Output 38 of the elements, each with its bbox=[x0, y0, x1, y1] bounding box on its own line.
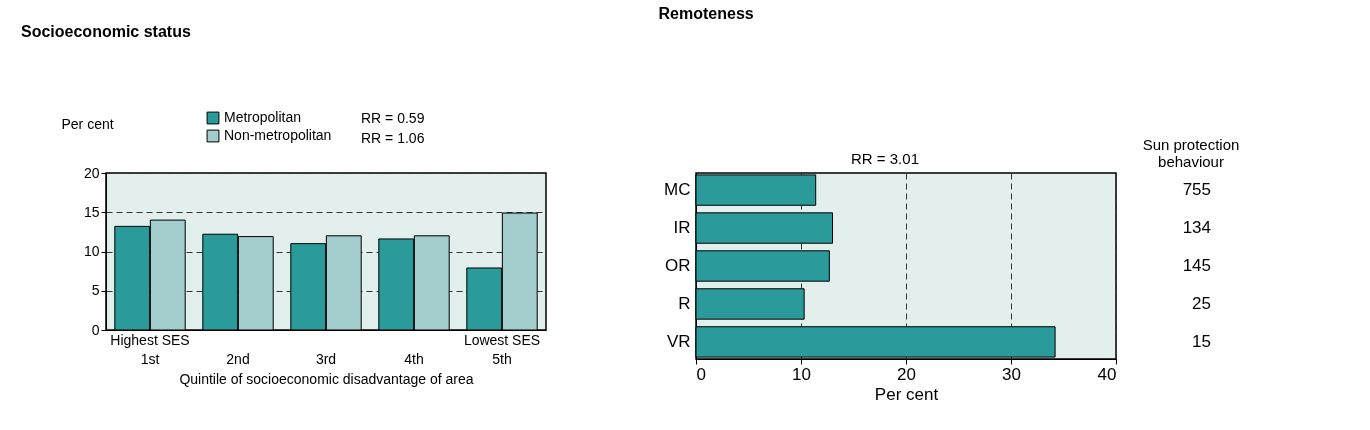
y-axis-title: Per cent bbox=[61, 115, 114, 132]
text: RR = 0.59 bbox=[361, 110, 425, 126]
legend-label: Metropolitan bbox=[224, 109, 302, 125]
x-tick-label: 4th bbox=[404, 350, 424, 367]
x-tick-label: 2nd bbox=[226, 350, 250, 367]
legend-label: Non-metropolitan bbox=[224, 127, 332, 143]
x-tick-label: 40 bbox=[1097, 364, 1117, 384]
y-tick-label: MC bbox=[664, 180, 691, 200]
y-tick-label: 20 bbox=[83, 164, 100, 181]
y-tick-label: 5 bbox=[91, 282, 100, 299]
text: 134 bbox=[1182, 218, 1211, 238]
text: 15 bbox=[1192, 331, 1211, 351]
x-axis-title: Quintile of socioeconomic disadvantage of area bbox=[179, 370, 474, 387]
y-tick-label: R bbox=[678, 293, 691, 313]
y-tick-label: OR bbox=[665, 256, 691, 275]
x-axis-title: Per cent bbox=[874, 384, 939, 404]
text: Highest SES bbox=[110, 332, 190, 348]
chart-title: Socioeconomic status bbox=[21, 23, 191, 40]
x-tick-label: 20 bbox=[897, 364, 916, 384]
y-tick-label: VR bbox=[666, 331, 691, 351]
x-tick-label: 5th bbox=[492, 350, 512, 367]
text: RR = 1.06 bbox=[361, 130, 425, 146]
text: 25 bbox=[1192, 293, 1211, 313]
text: RR = 3.01 bbox=[851, 150, 919, 167]
y-tick-label: IR bbox=[673, 218, 691, 238]
text: Sun protection behaviour bbox=[1142, 136, 1240, 170]
chart-title: Remoteness bbox=[658, 5, 754, 22]
y-tick-label: 15 bbox=[83, 203, 100, 220]
y-tick-label: 10 bbox=[83, 243, 100, 259]
x-tick-label: 0 bbox=[696, 364, 706, 384]
text: Lowest SES bbox=[463, 332, 541, 348]
y-tick-label: 0 bbox=[91, 321, 100, 338]
x-tick-label: 1st bbox=[140, 350, 160, 367]
x-tick-label: 3rd bbox=[315, 350, 337, 367]
text: 755 bbox=[1182, 180, 1211, 200]
x-tick-label: 30 bbox=[1002, 364, 1021, 384]
x-tick-label: 10 bbox=[792, 364, 811, 384]
text: 145 bbox=[1182, 256, 1211, 275]
